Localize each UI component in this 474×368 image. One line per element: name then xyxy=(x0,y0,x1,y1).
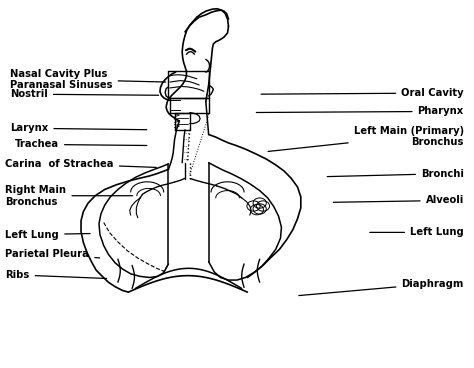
Text: Right Main
Bronchus: Right Main Bronchus xyxy=(5,185,133,206)
Text: Left Lung: Left Lung xyxy=(5,230,90,240)
Text: Diaphragm: Diaphragm xyxy=(299,279,464,296)
Text: Larynx: Larynx xyxy=(10,123,147,133)
Text: Left Lung: Left Lung xyxy=(370,227,464,237)
Text: Left Main (Primary)
Bronchus: Left Main (Primary) Bronchus xyxy=(268,125,464,152)
Text: Pharynx: Pharynx xyxy=(256,106,464,116)
Text: Alveoli: Alveoli xyxy=(333,195,464,205)
Text: Parietal Pleura: Parietal Pleura xyxy=(5,250,100,259)
Text: Trachea: Trachea xyxy=(15,139,147,149)
Text: Ribs: Ribs xyxy=(5,270,107,280)
Text: Nasal Cavity Plus
Paranasal Sinuses: Nasal Cavity Plus Paranasal Sinuses xyxy=(10,69,166,90)
Text: Nostril: Nostril xyxy=(10,89,159,99)
Text: Oral Cavity: Oral Cavity xyxy=(261,88,464,98)
Text: Carina  of Strachea: Carina of Strachea xyxy=(5,159,156,169)
Text: Bronchi: Bronchi xyxy=(327,169,464,179)
